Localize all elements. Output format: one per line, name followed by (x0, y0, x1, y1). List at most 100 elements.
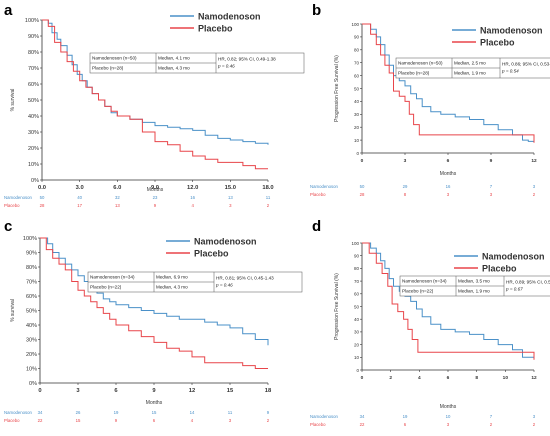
risk-value-namodenoson: 26 (76, 410, 81, 415)
stats-median-cell: Median, 2.5 mo (454, 61, 486, 66)
stats-group-cell: Namodenoson (n=50) (398, 61, 443, 66)
risk-value-placebo: 3 (490, 192, 493, 197)
risk-value-namodenoson: 13 (228, 195, 233, 200)
y-tick-label: 70% (26, 279, 37, 285)
x-tick-label: 3.0 (76, 185, 84, 191)
x-axis-label: Months (147, 187, 164, 193)
risk-value-placebo: 28 (360, 192, 365, 197)
panel-c: c 0% 10% 20% 30% 40% 50% 60% 70% 80% 90% 100% 0 3 6 9 12… (4, 218, 303, 423)
risk-row-label-placebo: Placebo (4, 203, 20, 208)
risk-value-namodenoson: 32 (115, 195, 120, 200)
x-tick-label: 12 (189, 388, 195, 394)
stats-p-cell: p = 0.67 (505, 287, 523, 292)
x-tick-label: 10 (503, 375, 509, 381)
stats-median-cell: Median, 1.9 mo (454, 71, 486, 76)
x-tick-label: 6 (447, 375, 450, 381)
y-tick-label: 60% (26, 294, 37, 300)
stats-median-cell: Median, 1.9 mo (458, 289, 490, 294)
x-axis-label: Months (440, 404, 457, 410)
legend-label: Placebo (482, 264, 517, 274)
stats-table: Namodenoson (n=34) Median, 3.5 mo Placebo … (399, 275, 550, 297)
x-tick-label: 9 (490, 158, 493, 164)
risk-value-placebo: 28 (40, 203, 45, 208)
risk-value-namodenoson: 10 (446, 414, 451, 419)
panel-d: d 0 10 20 30 40 50 60 70 80 90 100 0 2 4 6 8 10 12 Months Pr… (310, 218, 550, 427)
y-tick-label: 50% (26, 308, 37, 314)
y-tick-label: 50 (354, 304, 360, 309)
y-tick-label: 10 (354, 355, 360, 360)
stats-median-cell: Median, 4.3 mo (156, 285, 188, 290)
risk-value-namodenoson: 3 (533, 414, 536, 419)
risk-value-namodenoson: 9 (267, 410, 270, 415)
x-tick-label: 0.0 (38, 185, 46, 191)
stats-hr-cell: HR, 0.82; 95% CI, 0.49-1.38 (218, 57, 276, 62)
panel-letter: d (312, 218, 321, 235)
y-tick-label: 50 (354, 86, 360, 91)
y-axis-label: Progression Free Survival (%) (334, 273, 340, 340)
x-tick-label: 8 (475, 375, 478, 381)
y-tick-label: 40 (354, 99, 360, 104)
panel-letter: c (4, 218, 12, 235)
risk-value-placebo: 22 (360, 422, 365, 427)
risk-row-label-namodenoson: Namodenoson (4, 410, 33, 415)
x-tick-label: 0 (361, 375, 364, 381)
stats-hr-cell: HR, 0.81; 95% CI, 0.45-1.43 (216, 276, 274, 281)
legend-label: Namodenoson (480, 26, 543, 36)
x-tick-label: 0 (361, 158, 364, 164)
y-tick-label: 60 (354, 292, 360, 297)
risk-row-label-namodenoson: Namodenoson (310, 414, 339, 419)
series-line-placebo (362, 242, 535, 360)
risk-value-placebo: 3 (229, 203, 232, 208)
y-tick-label: 100% (23, 236, 37, 242)
y-axis-label: % survival (10, 89, 16, 112)
risk-value-namodenoson: 19 (114, 410, 119, 415)
risk-value-placebo: 15 (76, 418, 81, 423)
legend-label: Namodenoson (194, 237, 257, 247)
x-tick-label: 18 (265, 388, 272, 394)
risk-value-namodenoson: 3 (533, 184, 536, 189)
risk-value-namodenoson: 19 (403, 414, 408, 419)
x-tick-label: 3 (404, 158, 407, 164)
risk-value-placebo: 8 (404, 192, 407, 197)
x-tick-label: 9 (152, 388, 156, 394)
y-tick-label: 60 (354, 73, 360, 78)
y-tick-label: 40% (26, 323, 37, 329)
risk-value-placebo: 13 (115, 203, 120, 208)
series-line-placebo (40, 237, 268, 369)
risk-value-namodenoson: 7 (490, 184, 493, 189)
x-tick-label: 12 (531, 375, 537, 381)
y-tick-label: 20% (28, 146, 39, 152)
y-tick-label: 0% (31, 178, 39, 184)
risk-value-namodenoson: 11 (266, 195, 271, 200)
stats-table: Namodenoson (n=50) Median, 4.1 mo Placebo … (89, 52, 305, 74)
stats-group-cell: Namodenoson (n=50) (92, 56, 137, 61)
stats-group-cell: Placebo (n=22) (90, 285, 122, 290)
risk-value-namodenoson: 15 (152, 410, 157, 415)
stats-group-cell: Namodenoson (n=34) (402, 279, 447, 284)
y-tick-label: 20 (354, 125, 360, 130)
y-tick-label: 50% (28, 98, 39, 104)
y-tick-label: 40 (354, 317, 360, 322)
x-tick-label: 9.0 (151, 185, 159, 191)
x-tick-label: 18.0 (262, 185, 273, 191)
risk-value-placebo: 2 (533, 192, 536, 197)
stats-p-cell: p = 0.54 (501, 69, 519, 74)
panel-letter: a (4, 2, 13, 19)
y-tick-label: 30% (26, 337, 37, 343)
risk-value-namodenoson: 16 (446, 184, 451, 189)
y-tick-label: 80% (28, 50, 39, 56)
y-tick-label: 20% (26, 352, 37, 358)
risk-row-label-placebo: Placebo (310, 192, 326, 197)
y-tick-label: 0 (356, 368, 359, 373)
y-tick-label: 0 (356, 151, 359, 156)
series-line-placebo (362, 23, 535, 143)
x-tick-label: 12.0 (187, 185, 198, 191)
risk-value-namodenoson: 50 (360, 184, 365, 189)
stats-group-cell: Placebo (n=28) (398, 71, 430, 76)
x-tick-label: 12 (531, 158, 537, 164)
y-tick-label: 60% (28, 82, 39, 88)
x-axis-label: Months (440, 171, 457, 177)
stats-p-cell: p = 0.46 (217, 64, 235, 69)
risk-value-namodenoson: 34 (360, 414, 365, 419)
